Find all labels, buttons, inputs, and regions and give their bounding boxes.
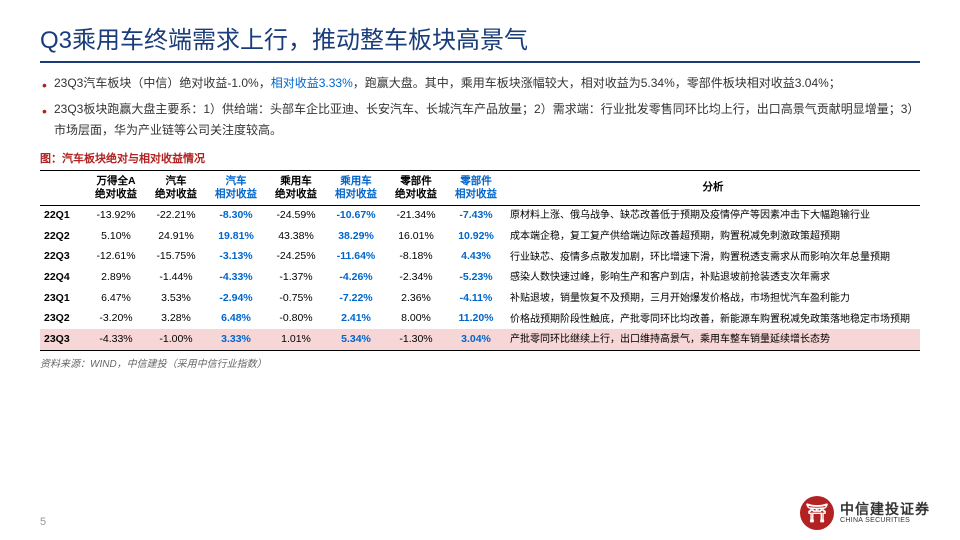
table-cell: -3.13% — [206, 247, 266, 268]
table-cell: -7.43% — [446, 206, 506, 227]
table-cell: 38.29% — [326, 226, 386, 247]
table-cell: -5.23% — [446, 267, 506, 288]
table-cell: -3.20% — [86, 309, 146, 330]
table-cell: 6.48% — [206, 309, 266, 330]
table-cell: -12.61% — [86, 247, 146, 268]
table-cell: 4.43% — [446, 247, 506, 268]
table-cell: 2.89% — [86, 267, 146, 288]
row-quarter: 22Q3 — [40, 247, 86, 268]
table-cell: 3.33% — [206, 329, 266, 350]
table-cell: -4.33% — [86, 329, 146, 350]
row-quarter: 23Q1 — [40, 288, 86, 309]
table-row: 22Q1-13.92%-22.21%-8.30%-24.59%-10.67%-2… — [40, 206, 920, 227]
table-cell: -1.44% — [146, 267, 206, 288]
table-header-cell: 分析 — [506, 170, 920, 205]
table-body: 22Q1-13.92%-22.21%-8.30%-24.59%-10.67%-2… — [40, 206, 920, 350]
row-quarter: 22Q1 — [40, 206, 86, 227]
table-row: 23Q3-4.33%-1.00%3.33%1.01%5.34%-1.30%3.0… — [40, 329, 920, 350]
table-row: 23Q2-3.20%3.28%6.48%-0.80%2.41%8.00%11.2… — [40, 309, 920, 330]
company-logo: ⛩ 中信建投证券 CHINA SECURITIES — [800, 496, 930, 530]
table-cell: -1.37% — [266, 267, 326, 288]
table-header-cell: 汽车相对收益 — [206, 170, 266, 205]
table-row: 23Q16.47%3.53%-2.94%-0.75%-7.22%2.36%-4.… — [40, 288, 920, 309]
table-cell: -8.30% — [206, 206, 266, 227]
chart-caption: 图：汽车板块绝对与相对收益情况 — [40, 150, 920, 166]
bullet-text-pre: 23Q3汽车板块（中信）绝对收益-1.0%， — [54, 76, 271, 90]
table-row: 22Q42.89%-1.44%-4.33%-1.37%-4.26%-2.34%-… — [40, 267, 920, 288]
logo-name-cn: 中信建投证券 — [840, 502, 930, 517]
table-cell: -13.92% — [86, 206, 146, 227]
table-header-cell: 乘用车绝对收益 — [266, 170, 326, 205]
logo-icon: ⛩ — [800, 496, 834, 530]
table-cell: -2.34% — [386, 267, 446, 288]
analysis-cell: 补贴退坡，销量恢复不及预期，三月开始爆发价格战，市场担忧汽车盈利能力 — [506, 288, 920, 309]
table-cell: -15.75% — [146, 247, 206, 268]
table-cell: -4.33% — [206, 267, 266, 288]
table-cell: 3.28% — [146, 309, 206, 330]
bullet-item: 23Q3汽车板块（中信）绝对收益-1.0%，相对收益3.33%，跑赢大盘。其中，… — [40, 73, 920, 95]
page-number: 5 — [40, 516, 46, 528]
table-cell: 11.20% — [446, 309, 506, 330]
table-header-cell — [40, 170, 86, 205]
table-header-row: 万得全A绝对收益汽车绝对收益汽车相对收益乘用车绝对收益乘用车相对收益零部件绝对收… — [40, 170, 920, 205]
table-cell: 8.00% — [386, 309, 446, 330]
table-cell: -0.80% — [266, 309, 326, 330]
table-header-cell: 万得全A绝对收益 — [86, 170, 146, 205]
table-cell: 2.41% — [326, 309, 386, 330]
page-title: Q3乘用车终端需求上行，推动整车板块高景气 — [40, 20, 528, 55]
row-quarter: 22Q4 — [40, 267, 86, 288]
table-cell: -4.26% — [326, 267, 386, 288]
table-cell: -0.75% — [266, 288, 326, 309]
bullet-highlight: 相对收益3.33% — [271, 76, 353, 90]
table-header-cell: 汽车绝对收益 — [146, 170, 206, 205]
table-row: 22Q25.10%24.91%19.81%43.38%38.29%16.01%1… — [40, 226, 920, 247]
bullet-list: 23Q3汽车板块（中信）绝对收益-1.0%，相对收益3.33%，跑赢大盘。其中，… — [40, 73, 920, 142]
table-cell: -7.22% — [326, 288, 386, 309]
table-cell: -24.59% — [266, 206, 326, 227]
table-cell: 6.47% — [86, 288, 146, 309]
table-cell: 10.92% — [446, 226, 506, 247]
table-header-cell: 乘用车相对收益 — [326, 170, 386, 205]
table-header-cell: 零部件绝对收益 — [386, 170, 446, 205]
table-row: 22Q3-12.61%-15.75%-3.13%-24.25%-11.64%-8… — [40, 247, 920, 268]
row-quarter: 23Q2 — [40, 309, 86, 330]
table-cell: -24.25% — [266, 247, 326, 268]
bullet-text-pre: 23Q3板块跑赢大盘主要系：1）供给端：头部车企比亚迪、长安汽车、长城汽车产品放… — [54, 102, 919, 138]
row-quarter: 22Q2 — [40, 226, 86, 247]
analysis-cell: 感染人数快速过峰，影响生产和客户到店，补贴退坡前抢装透支次年需求 — [506, 267, 920, 288]
bullet-text-post: ，跑赢大盘。其中，乘用车板块涨幅较大，相对收益为5.34%，零部件板块相对收益3… — [353, 76, 841, 90]
data-source: 资料来源：WIND，中信建投（采用中信行业指数） — [40, 355, 920, 370]
table-cell: 24.91% — [146, 226, 206, 247]
returns-table: 万得全A绝对收益汽车绝对收益汽车相对收益乘用车绝对收益乘用车相对收益零部件绝对收… — [40, 170, 920, 351]
table-cell: -10.67% — [326, 206, 386, 227]
table-header-cell: 零部件相对收益 — [446, 170, 506, 205]
table-cell: -22.21% — [146, 206, 206, 227]
table-cell: 16.01% — [386, 226, 446, 247]
table-cell: 1.01% — [266, 329, 326, 350]
logo-name-en: CHINA SECURITIES — [840, 517, 930, 524]
analysis-cell: 成本端企稳，复工复产供给端边际改善超预期，购置税减免刺激政策超预期 — [506, 226, 920, 247]
table-cell: -2.94% — [206, 288, 266, 309]
table-cell: 43.38% — [266, 226, 326, 247]
table-cell: 2.36% — [386, 288, 446, 309]
analysis-cell: 行业缺芯、疫情多点散发加剧，环比增速下滑，购置税透支需求从而影响次年总量预期 — [506, 247, 920, 268]
table-cell: -1.30% — [386, 329, 446, 350]
analysis-cell: 产批零同环比继续上行，出口维持高景气，乘用车整车销量延续增长态势 — [506, 329, 920, 350]
table-cell: -21.34% — [386, 206, 446, 227]
table-cell: -4.11% — [446, 288, 506, 309]
table-cell: 3.53% — [146, 288, 206, 309]
table-cell: -1.00% — [146, 329, 206, 350]
analysis-cell: 原材料上涨、俄乌战争、缺芯改善低于预期及疫情停产等因素冲击下大幅跑输行业 — [506, 206, 920, 227]
table-cell: 19.81% — [206, 226, 266, 247]
table-cell: -11.64% — [326, 247, 386, 268]
analysis-cell: 价格战预期阶段性触底，产批零同环比均改善，新能源车购置税减免政策落地稳定市场预期 — [506, 309, 920, 330]
table-cell: 3.04% — [446, 329, 506, 350]
table-cell: 5.10% — [86, 226, 146, 247]
table-cell: 5.34% — [326, 329, 386, 350]
table-cell: -8.18% — [386, 247, 446, 268]
bullet-item: 23Q3板块跑赢大盘主要系：1）供给端：头部车企比亚迪、长安汽车、长城汽车产品放… — [40, 99, 920, 142]
row-quarter: 23Q3 — [40, 329, 86, 350]
title-bar: Q3乘用车终端需求上行，推动整车板块高景气 — [40, 20, 920, 63]
